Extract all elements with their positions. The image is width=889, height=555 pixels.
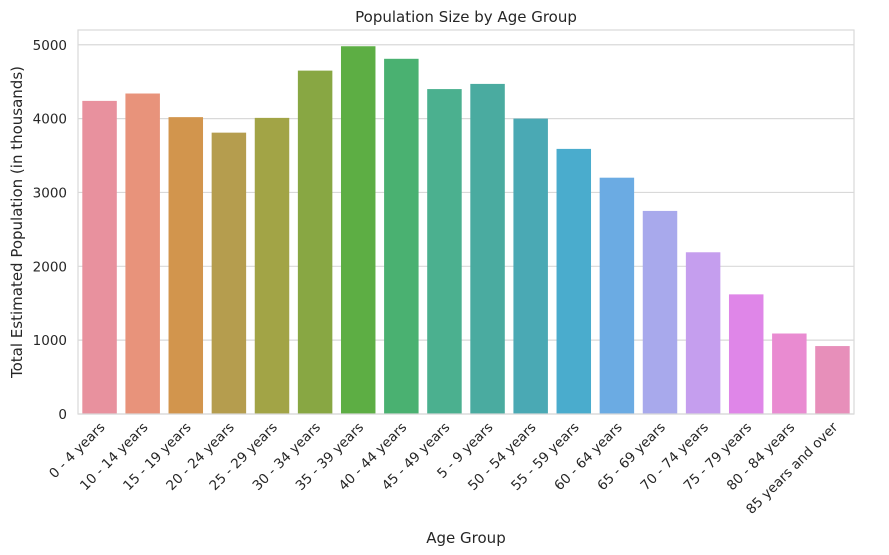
- bar: [513, 118, 548, 414]
- plot-frame: [77, 29, 855, 415]
- y-tick-label: 0: [58, 407, 67, 423]
- bar: [82, 100, 117, 415]
- bar: [211, 132, 247, 414]
- bar: [470, 83, 505, 415]
- bar: [168, 117, 204, 414]
- bar: [297, 70, 333, 414]
- y-tick-label: 1000: [33, 333, 67, 349]
- bar: [685, 252, 721, 414]
- bar: [254, 117, 290, 414]
- bar: [427, 89, 462, 415]
- y-tick-label: 3000: [33, 185, 67, 201]
- bar: [642, 210, 678, 414]
- bar: [384, 58, 419, 415]
- bars: [82, 46, 850, 415]
- bar: [340, 46, 376, 414]
- y-tick-labels: 0 1000 2000 3000 4000 5000: [33, 38, 67, 423]
- y-tick-label: 4000: [33, 112, 67, 128]
- bar: [772, 333, 807, 414]
- chart-title: Population Size by Age Group: [355, 8, 577, 26]
- bar: [556, 148, 592, 414]
- bar: [728, 294, 764, 414]
- y-tick-label: 5000: [33, 38, 67, 54]
- bar: [599, 177, 635, 414]
- bar: [815, 346, 850, 414]
- bar: [125, 93, 160, 414]
- y-tick-label: 2000: [33, 259, 67, 275]
- plot-background: [78, 30, 854, 414]
- y-axis-title: Total Estimated Population (in thousands…: [8, 66, 26, 379]
- x-axis-title: Age Group: [426, 529, 505, 547]
